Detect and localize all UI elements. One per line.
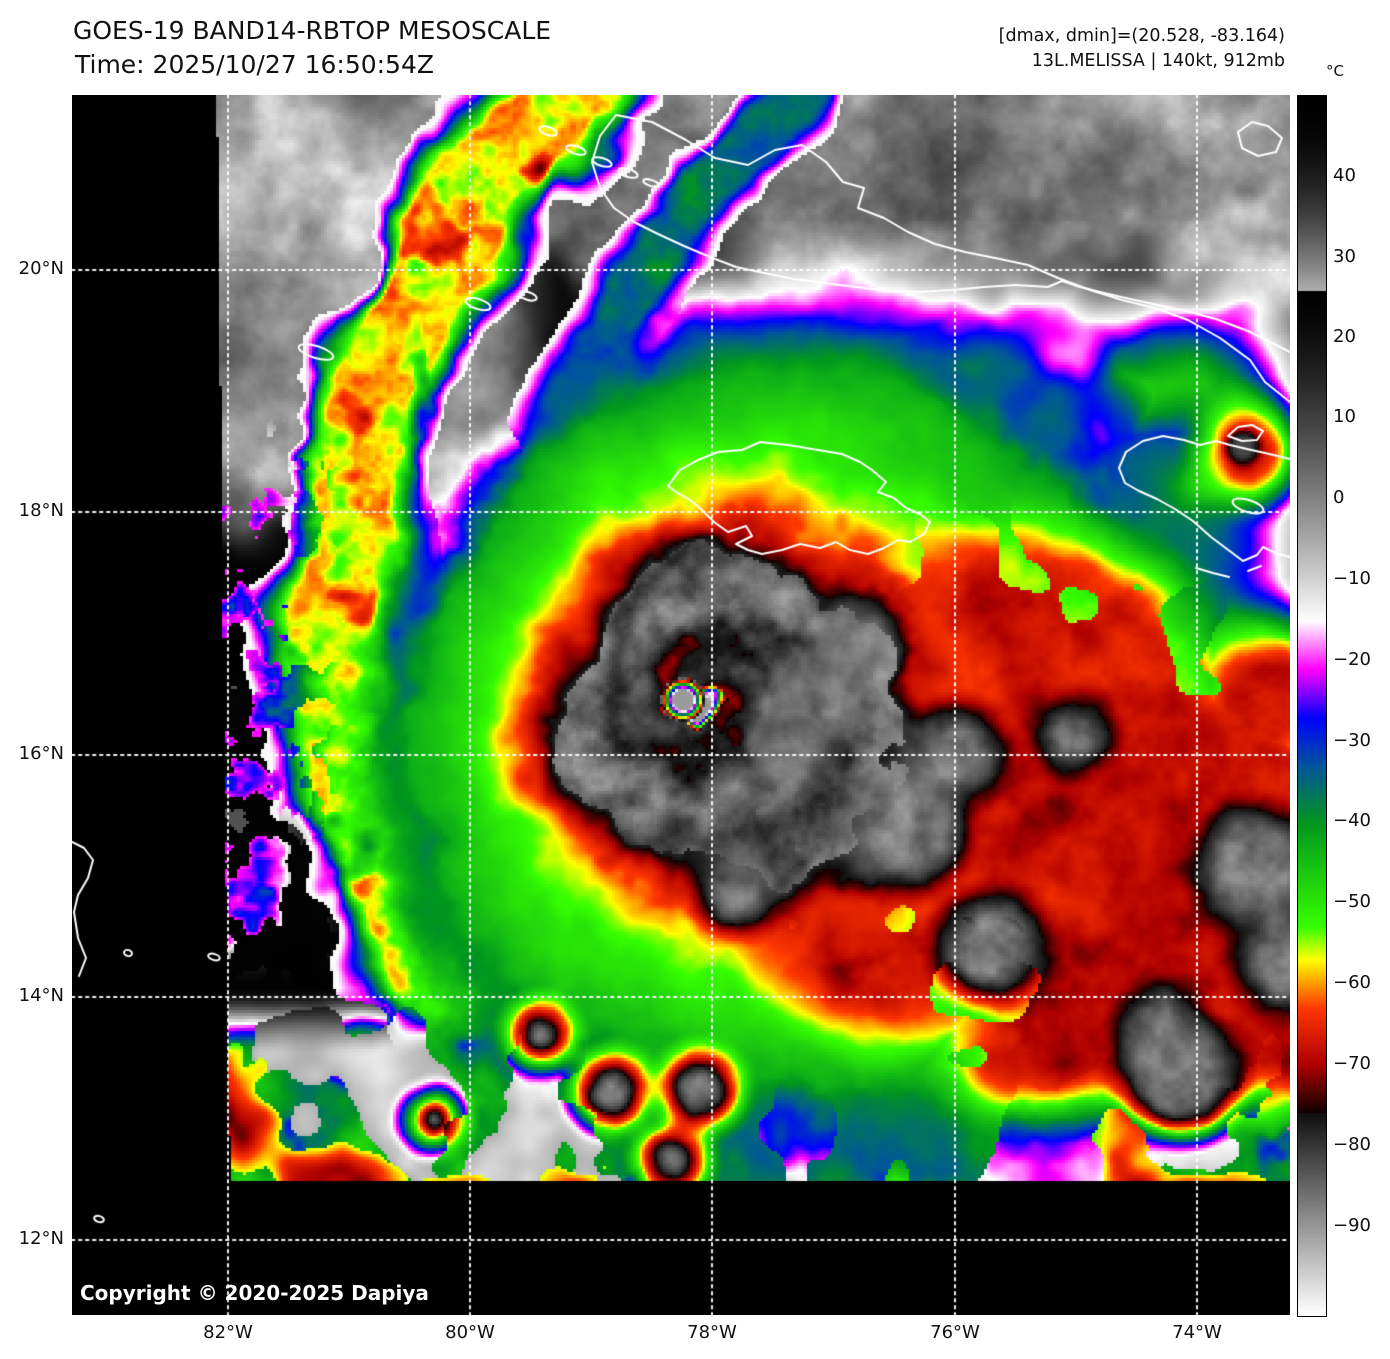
colorbar-gradient — [1297, 95, 1327, 1317]
colorbar-tick-label: −70 — [1333, 1053, 1371, 1074]
colorbar-tick-label: −80 — [1333, 1134, 1371, 1155]
colorbar-tick-label: 0 — [1333, 487, 1345, 508]
colorbar-tick-label: −50 — [1333, 891, 1371, 912]
lon-tick-label: 74°W — [1172, 1322, 1222, 1343]
copyright-label: Copyright © 2020-2025 Dapiya — [80, 1281, 429, 1305]
lat-tick-label: 18°N — [18, 500, 64, 521]
colorbar-tick-label: −90 — [1333, 1215, 1371, 1236]
lon-tick-label: 80°W — [445, 1322, 495, 1343]
colorbar-tick-label: 20 — [1333, 326, 1356, 347]
lon-tick-label: 78°W — [687, 1322, 737, 1343]
colorbar-tick-label: 30 — [1333, 246, 1356, 267]
lat-tick-label: 20°N — [18, 258, 64, 279]
lat-tick-label: 16°N — [18, 743, 64, 764]
satellite-map: Copyright © 2020-2025 Dapiya — [72, 95, 1290, 1315]
colorbar-tick-label: 10 — [1333, 406, 1356, 427]
colorbar-tick-label: −20 — [1333, 649, 1371, 670]
lon-tick-label: 82°W — [203, 1322, 253, 1343]
colorbar-tick-label: −30 — [1333, 730, 1371, 751]
page-title: GOES-19 BAND14-RBTOP MESOSCALE — [73, 16, 552, 45]
lat-tick-label: 14°N — [18, 985, 64, 1006]
lat-tick-label: 12°N — [18, 1228, 64, 1249]
timestamp-label: Time: 2025/10/27 16:50:54Z — [75, 50, 434, 79]
colorbar-unit-label: °C — [1326, 62, 1344, 80]
colorbar-tick-label: −10 — [1333, 568, 1371, 589]
lon-tick-label: 76°W — [930, 1322, 980, 1343]
colorbar-tick-label: −60 — [1333, 972, 1371, 993]
colorbar-tick-label: 40 — [1333, 165, 1356, 186]
satellite-image-canvas — [72, 95, 1290, 1315]
annotation-storm-info: 13L.MELISSA | 140kt, 912mb — [1031, 51, 1285, 71]
annotation-dmax-dmin: [dmax, dmin]=(20.528, -83.164) — [998, 26, 1285, 46]
colorbar-tick-label: −40 — [1333, 810, 1371, 831]
